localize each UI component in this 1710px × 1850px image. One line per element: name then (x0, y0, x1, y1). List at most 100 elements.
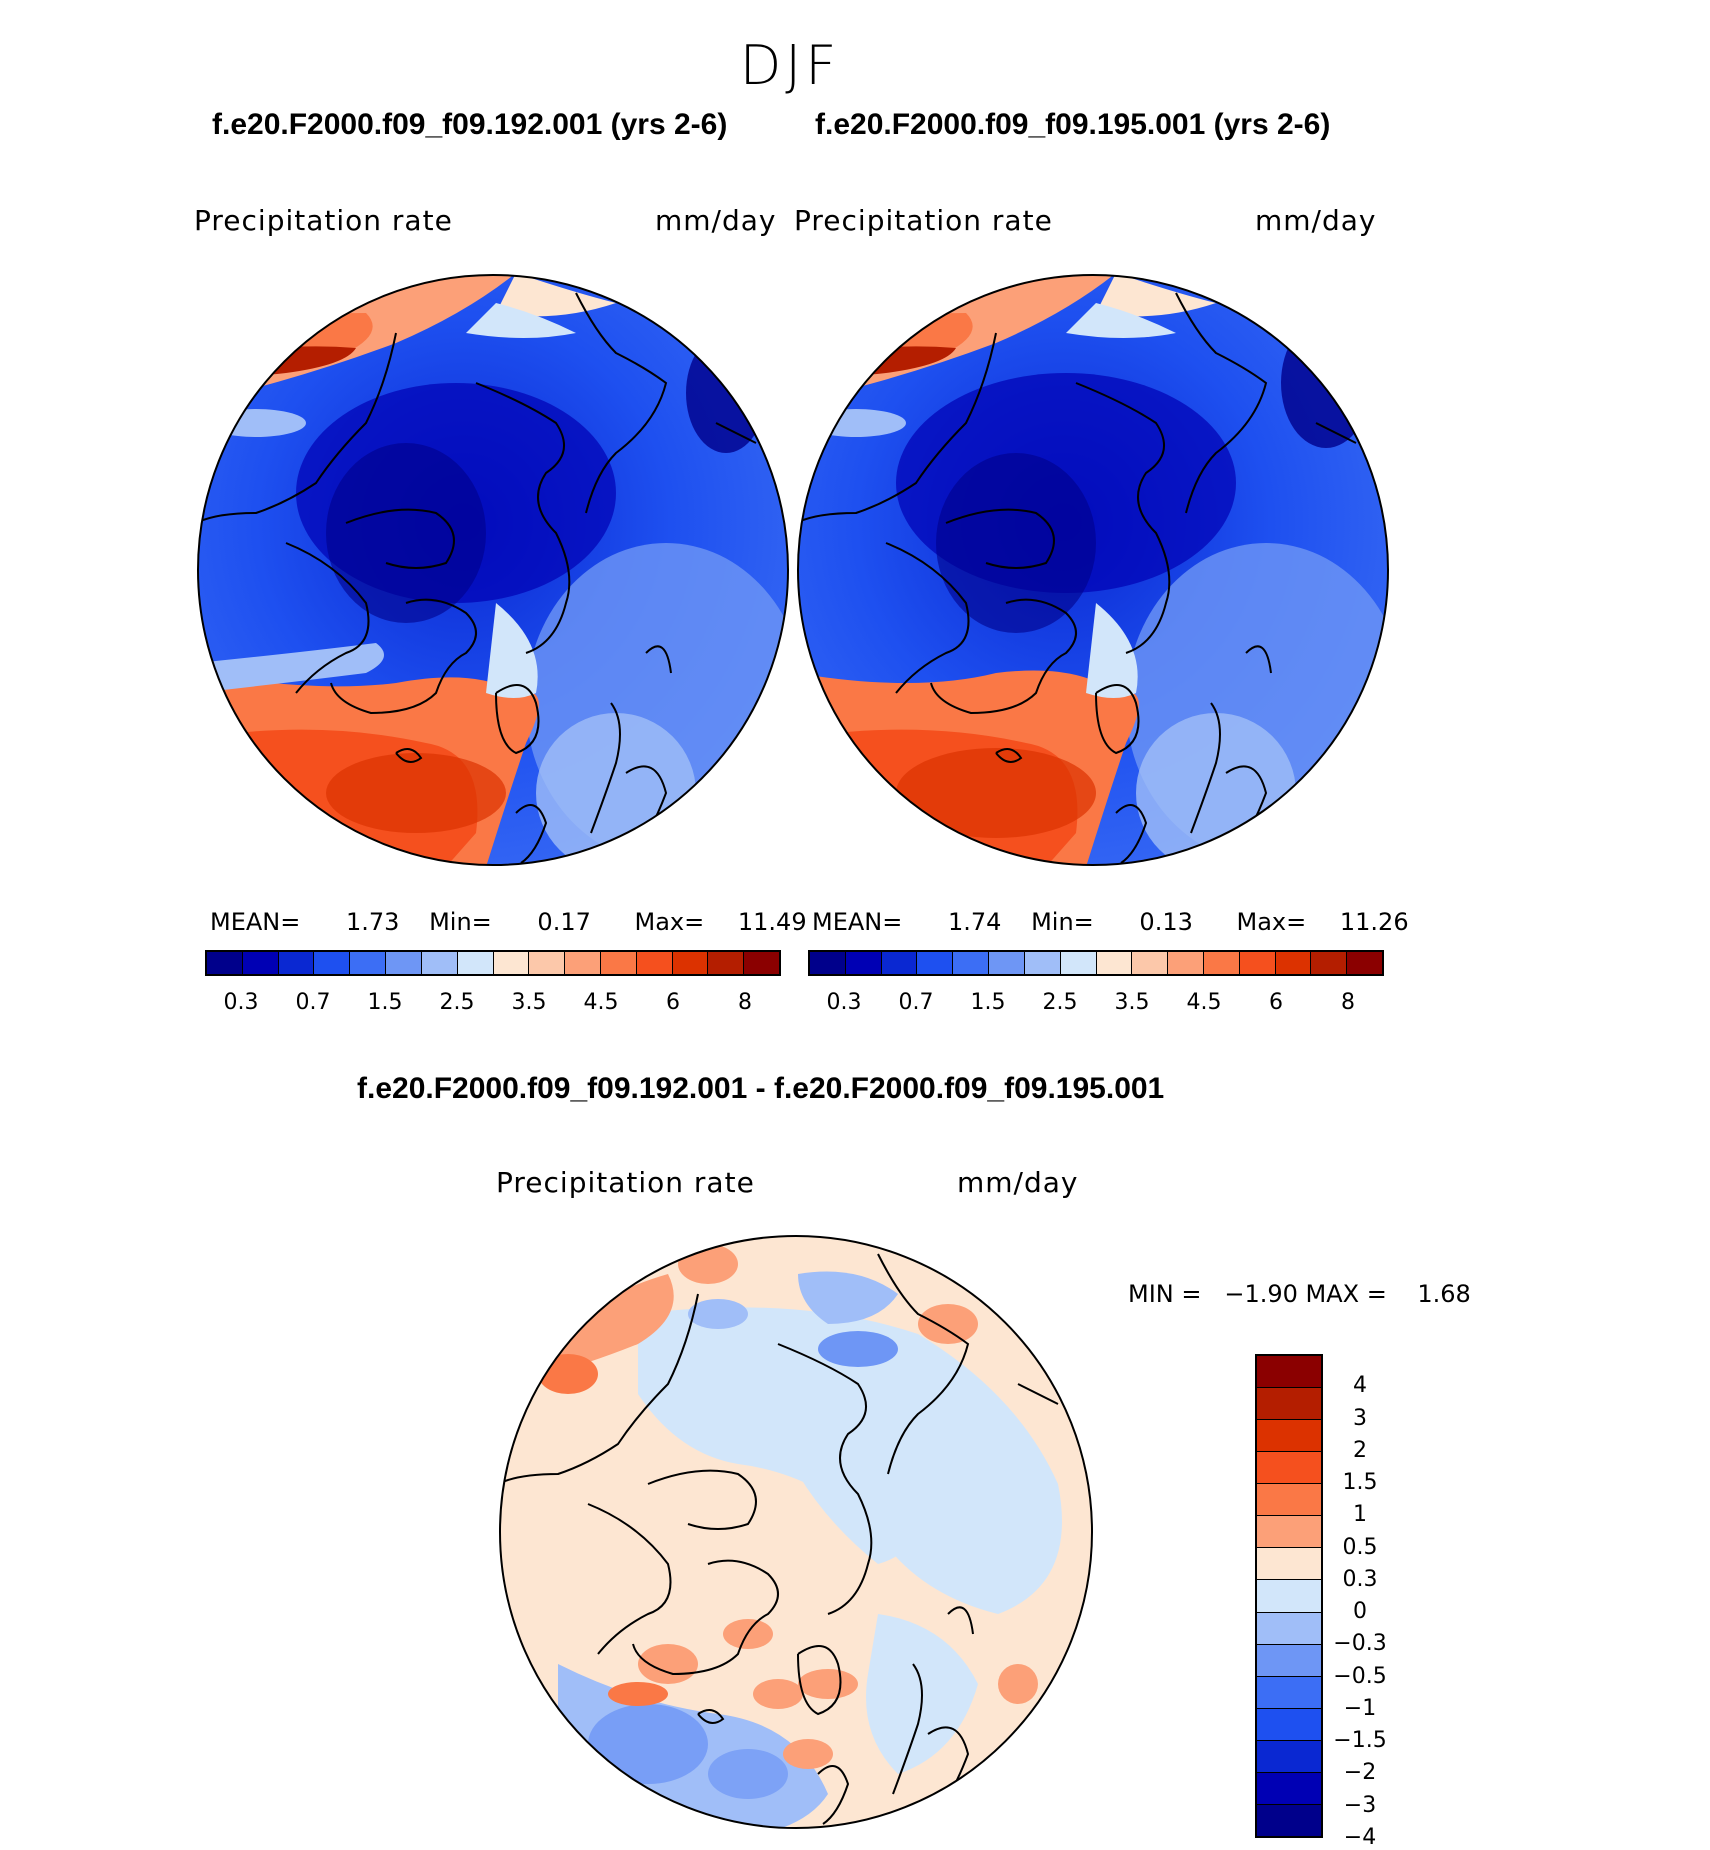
colorbar-swatch (207, 952, 243, 974)
colorbar-tick-label: 1.5 (970, 990, 1006, 1015)
colorbar-tick-label: 3 (1353, 1405, 1367, 1431)
colorbar-tick-label: 4.5 (1186, 990, 1222, 1015)
colorbar-tick-label: 0.3 (223, 990, 259, 1015)
colorbar-swatch (917, 952, 954, 974)
colorbar-swatch (386, 952, 422, 974)
colorbar-swatch (1257, 1612, 1321, 1645)
diff-variable-label: Precipitation rate (496, 1166, 755, 1199)
left-stats: MEAN= 1.73 Min= 0.17 Max= 11.49 (210, 908, 807, 936)
colorbar-swatch (1347, 952, 1382, 974)
colorbar-tick-label: 1.5 (367, 990, 403, 1015)
diff-polar-map (499, 1235, 1093, 1829)
colorbar-tick-label: 1.5 (1342, 1470, 1378, 1496)
colorbar-tick-label: 0.7 (295, 990, 331, 1015)
right-stats: MEAN= 1.74 Min= 0.13 Max= 11.26 (812, 908, 1409, 936)
diff-case-title: f.e20.F2000.f09_f09.192.001 - f.e20.F200… (357, 1072, 1165, 1105)
right-max-label: Max= (1236, 908, 1307, 936)
diff-colorbar (1255, 1354, 1323, 1838)
left-mean-label: MEAN= (210, 908, 301, 936)
colorbar-tick-label: −1.5 (1333, 1728, 1387, 1754)
colorbar-swatch (1024, 952, 1061, 974)
colorbar-tick-label: 0.7 (898, 990, 934, 1015)
colorbar-tick-label: 1 (1353, 1502, 1367, 1528)
right-variable-label: Precipitation rate (794, 204, 1053, 237)
colorbar-swatch (1168, 952, 1204, 974)
colorbar-swatch (565, 952, 601, 974)
colorbar-swatch (1275, 952, 1312, 974)
colorbar-tick-label: 2 (1353, 1437, 1367, 1463)
colorbar-swatch (1257, 1484, 1321, 1517)
colorbar-swatch (1257, 1516, 1321, 1549)
right-min-value: 0.13 (1139, 908, 1193, 936)
colorbar-swatch (953, 952, 990, 974)
colorbar-tick-label: 3.5 (511, 990, 547, 1015)
left-max-value: 11.49 (737, 908, 807, 936)
colorbar-swatch (881, 952, 918, 974)
diff-units-label: mm/day (957, 1166, 1079, 1199)
colorbar-tick-label: 0.3 (826, 990, 862, 1015)
colorbar-swatch (744, 952, 779, 974)
colorbar-swatch (1257, 1708, 1321, 1741)
colorbar-swatch (845, 952, 882, 974)
colorbar-swatch (1257, 1804, 1321, 1836)
colorbar-swatch (989, 952, 1025, 974)
right-mean-label: MEAN= (812, 908, 903, 936)
colorbar-swatch (600, 952, 637, 974)
colorbar-swatch (1239, 952, 1276, 974)
right-case-title: f.e20.F2000.f09_f09.195.001 (yrs 2-6) (815, 108, 1331, 141)
colorbar-tick-label: −1 (1343, 1695, 1377, 1721)
colorbar-swatch (1257, 1580, 1321, 1613)
diff-minmax: MIN = −1.90 MAX = 1.68 (1128, 1280, 1471, 1308)
colorbar-swatch (242, 952, 279, 974)
colorbar-swatch (1257, 1676, 1321, 1709)
left-colorbar (205, 950, 781, 976)
right-max-value: 11.26 (1339, 908, 1409, 936)
left-min-label: Min= (429, 908, 492, 936)
colorbar-tick-label: 0.3 (1342, 1566, 1378, 1592)
colorbar-swatch (1257, 1388, 1321, 1421)
colorbar-tick-label: 0 (1353, 1599, 1367, 1625)
colorbar-swatch (810, 952, 846, 974)
colorbar-tick-label: 3.5 (1114, 990, 1150, 1015)
colorbar-swatch (529, 952, 566, 974)
left-variable-label: Precipitation rate (194, 204, 453, 237)
colorbar-swatch (636, 952, 673, 974)
colorbar-swatch (1257, 1772, 1321, 1805)
colorbar-swatch (1257, 1420, 1321, 1453)
left-colorbar-ticks: 0.3 0.7 1.5 2.5 3.5 4.5 6 8 (205, 990, 781, 1020)
colorbar-swatch (314, 952, 351, 974)
colorbar-swatch (1257, 1740, 1321, 1773)
right-colorbar-ticks: 0.3 0.7 1.5 2.5 3.5 4.5 6 8 (808, 990, 1384, 1020)
colorbar-swatch (1060, 952, 1097, 974)
colorbar-swatch (1257, 1548, 1321, 1581)
colorbar-tick-label: −2 (1343, 1760, 1377, 1786)
colorbar-tick-label: 0.5 (1342, 1534, 1378, 1560)
right-units-label: mm/day (1255, 204, 1377, 237)
colorbar-tick-label: −4 (1343, 1825, 1377, 1850)
colorbar-swatch (350, 952, 387, 974)
colorbar-swatch (1096, 952, 1133, 974)
right-polar-map (797, 274, 1389, 866)
left-polar-map (197, 274, 789, 866)
colorbar-tick-label: 4.5 (583, 990, 619, 1015)
colorbar-swatch (457, 952, 494, 974)
colorbar-swatch (1257, 1356, 1321, 1389)
colorbar-tick-label: 2.5 (439, 990, 475, 1015)
colorbar-tick-label: 8 (738, 990, 752, 1015)
colorbar-tick-label: 4 (1353, 1373, 1367, 1399)
left-min-value: 0.17 (537, 908, 591, 936)
left-mean-value: 1.73 (346, 908, 400, 936)
colorbar-tick-label: −0.5 (1333, 1663, 1387, 1689)
colorbar-tick-label: 8 (1341, 990, 1355, 1015)
colorbar-swatch (708, 952, 745, 974)
left-max-label: Max= (634, 908, 705, 936)
colorbar-tick-label: −0.3 (1333, 1631, 1387, 1657)
colorbar-swatch (493, 952, 530, 974)
colorbar-swatch (672, 952, 709, 974)
left-units-label: mm/day (655, 204, 777, 237)
right-mean-value: 1.74 (948, 908, 1002, 936)
colorbar-swatch (1132, 952, 1169, 974)
colorbar-swatch (1257, 1644, 1321, 1677)
right-colorbar (808, 950, 1384, 976)
left-case-title: f.e20.F2000.f09_f09.192.001 (yrs 2-6) (212, 108, 728, 141)
